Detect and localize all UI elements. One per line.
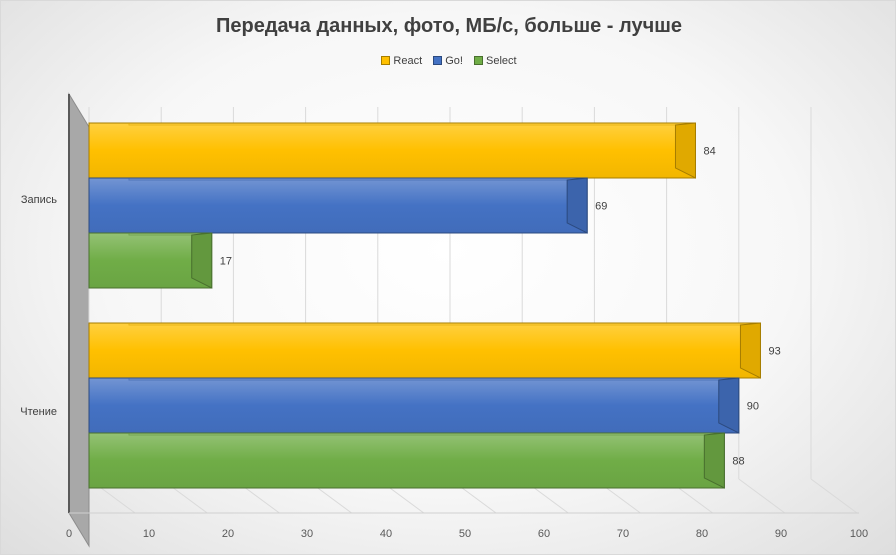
data-label: 69 [595, 201, 607, 213]
legend-item-react: React [381, 55, 422, 67]
x-tick-label: 50 [459, 528, 471, 540]
x-tick-label: 40 [380, 528, 392, 540]
legend-label-go: Go! [445, 55, 463, 67]
gridline-floor [738, 478, 786, 514]
bar-select-1 [88, 432, 725, 489]
bar-end-cap [566, 177, 588, 234]
x-tick-label: 100 [850, 528, 868, 540]
bar-end-cap [718, 377, 740, 434]
x-tick-label: 80 [696, 528, 708, 540]
side-wall [68, 92, 90, 548]
bar-go-0 [88, 177, 588, 234]
chart-title: Передача данных, фото, МБ/с, больше - лу… [216, 15, 682, 37]
legend-item-go: Go! [433, 55, 463, 67]
category-label: Запись [21, 194, 57, 206]
bar-end-cap [739, 322, 761, 379]
data-label: 88 [732, 456, 744, 468]
bar-react-0 [88, 122, 696, 179]
x-tick-label: 60 [538, 528, 550, 540]
x-tick-label: 30 [301, 528, 313, 540]
x-tick-label: 90 [775, 528, 787, 540]
data-label: 93 [768, 346, 780, 358]
legend-label-react: React [393, 55, 423, 67]
data-label: 17 [220, 256, 232, 268]
x-tick-label: 20 [222, 528, 234, 540]
bar-go-1 [88, 377, 740, 434]
legend-label-select: Select [486, 55, 517, 67]
bar-end-cap [703, 432, 725, 489]
x-tick-label: 10 [143, 528, 155, 540]
legend: React Go! Select [1, 55, 896, 67]
data-label: 84 [703, 146, 715, 158]
legend-item-select: Select [474, 55, 517, 67]
legend-swatch-react [381, 56, 391, 65]
bar-end-cap [674, 122, 696, 179]
x-tick-label: 0 [66, 528, 72, 540]
gridline-floor [810, 478, 858, 514]
x-tick-label: 70 [617, 528, 629, 540]
category-label: Чтение [20, 406, 57, 418]
legend-swatch-go [433, 56, 443, 65]
data-label: 90 [747, 401, 759, 413]
legend-swatch-select [474, 56, 484, 65]
bar-react-1 [88, 322, 761, 379]
bar-end-cap [191, 232, 213, 289]
